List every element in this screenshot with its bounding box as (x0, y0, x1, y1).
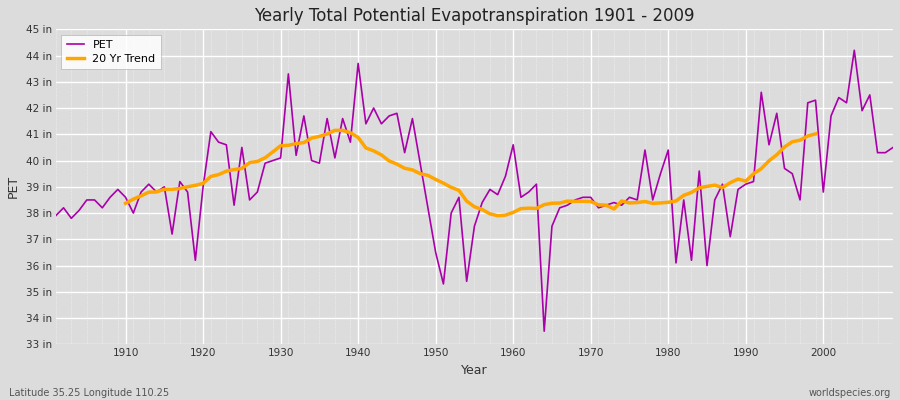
20 Yr Trend (338, 128, 348, 133)
Y-axis label: PET: PET (7, 175, 20, 198)
20 Yr Trend (810, 132, 821, 136)
PET (508, 142, 518, 147)
20 Yr Trend (213, 172, 224, 177)
20 Yr Trend (492, 213, 503, 218)
Text: Latitude 35.25 Longitude 110.25: Latitude 35.25 Longitude 110.25 (9, 388, 169, 398)
Title: Yearly Total Potential Evapotranspiration 1901 - 2009: Yearly Total Potential Evapotranspiratio… (254, 7, 695, 25)
Text: worldspecies.org: worldspecies.org (809, 388, 891, 398)
Line: 20 Yr Trend: 20 Yr Trend (126, 130, 815, 216)
PET (329, 156, 340, 160)
PET (112, 187, 123, 192)
20 Yr Trend (724, 180, 735, 185)
20 Yr Trend (329, 128, 340, 133)
PET (283, 72, 293, 76)
PET (849, 48, 859, 53)
20 Yr Trend (616, 198, 627, 203)
20 Yr Trend (709, 183, 720, 188)
PET (887, 145, 898, 150)
X-axis label: Year: Year (461, 364, 488, 377)
PET (500, 174, 511, 179)
PET (539, 329, 550, 334)
20 Yr Trend (121, 201, 131, 206)
PET (608, 200, 619, 205)
20 Yr Trend (795, 138, 806, 143)
PET (50, 213, 61, 218)
Legend: PET, 20 Yr Trend: PET, 20 Yr Trend (61, 35, 161, 70)
Line: PET: PET (56, 50, 893, 331)
